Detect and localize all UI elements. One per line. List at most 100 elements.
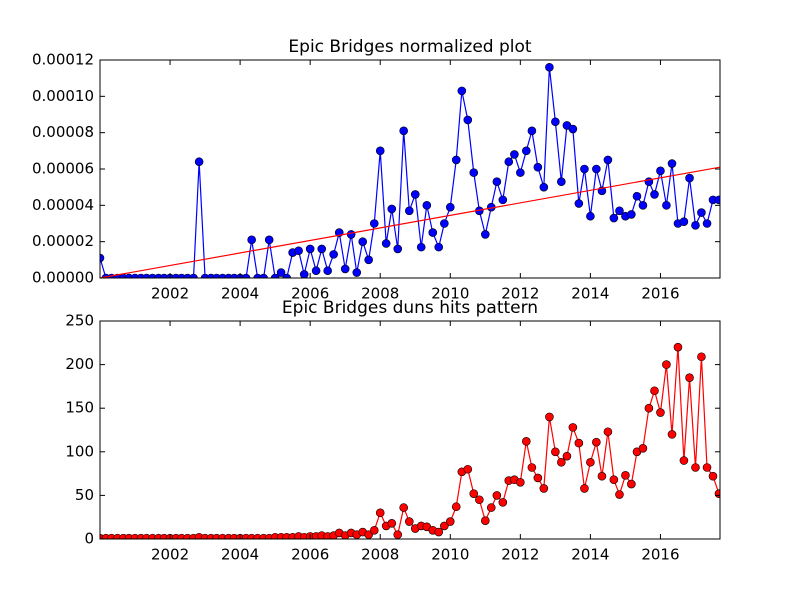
data-point [592, 164, 601, 174]
data-point [294, 246, 303, 256]
data-point [557, 177, 566, 187]
data-point [603, 155, 613, 165]
data-point [533, 473, 543, 483]
data-point [475, 495, 484, 505]
data-point [557, 457, 566, 467]
data-point [545, 412, 554, 422]
data-point [679, 217, 689, 226]
data-point [486, 503, 496, 512]
data-point [615, 490, 624, 499]
x-tick-label: 2006 [291, 546, 329, 564]
y-tick-label: 0.00010 [32, 87, 94, 105]
data-point [369, 525, 379, 535]
data-point [375, 146, 385, 156]
y-tick-label: 100 [65, 442, 94, 460]
data-point [510, 150, 519, 159]
data-point [492, 177, 502, 187]
data-point [545, 62, 554, 72]
data-point [580, 164, 589, 174]
data-point [469, 489, 479, 498]
data-point [346, 230, 356, 239]
data-point [662, 360, 671, 369]
data-point [194, 157, 204, 167]
data-point [516, 478, 525, 487]
data-point [656, 166, 665, 176]
y-tick-label: 0.00004 [32, 196, 94, 214]
axes-frame [99, 320, 721, 540]
data-point [434, 242, 444, 252]
data-point [574, 199, 584, 208]
data-point [568, 124, 578, 134]
data-point [691, 463, 700, 472]
data-point [323, 266, 332, 276]
data-point [551, 447, 560, 457]
y-tick-label: 0.00008 [32, 123, 94, 141]
x-tick-label: 2008 [361, 285, 399, 303]
y-tick-label: 0.00012 [32, 51, 94, 69]
data-point [364, 255, 373, 265]
data-point [650, 386, 659, 396]
trend-line [100, 166, 720, 278]
data-point [697, 208, 706, 217]
data-point [702, 219, 712, 228]
x-tick-label: 2016 [641, 285, 679, 303]
data-point [404, 517, 414, 526]
y-tick-label: 250 [65, 312, 94, 330]
data-point [533, 162, 543, 172]
data-point [498, 498, 508, 507]
data-point [638, 444, 648, 453]
data-point [457, 86, 467, 96]
x-tick-label: 2014 [571, 285, 609, 303]
data-point [492, 491, 502, 500]
x-tick-label: 2010 [431, 546, 469, 564]
data-point [586, 457, 595, 467]
plot-area [100, 342, 720, 539]
chart-title: Epic Bridges duns hits pattern [282, 298, 538, 318]
data-point [428, 228, 438, 237]
data-point [381, 239, 391, 248]
data-point [539, 182, 549, 192]
data-point [521, 437, 531, 446]
data-point [387, 519, 397, 528]
data-point [521, 146, 531, 156]
data-point [311, 266, 321, 276]
data-point [422, 201, 432, 210]
data-point [375, 508, 385, 518]
x-tick-label: 2004 [221, 546, 259, 564]
data-point [498, 195, 508, 205]
data-point [264, 235, 274, 245]
data-point [451, 155, 461, 165]
data-point [481, 516, 490, 525]
data-point [463, 115, 473, 125]
data-point [673, 342, 683, 352]
data-point [393, 244, 403, 254]
y-tick-label: 50 [75, 486, 94, 504]
data-point [445, 517, 455, 526]
data-point [270, 273, 280, 278]
data-point [189, 273, 198, 278]
data-point [667, 159, 677, 168]
x-tick-label: 2002 [151, 546, 189, 564]
x-tick-label: 2010 [431, 285, 469, 303]
data-point [644, 403, 654, 413]
data-point [609, 213, 619, 223]
data-point [527, 463, 537, 472]
data-point [352, 268, 362, 277]
data-point [299, 270, 309, 278]
data-point [416, 242, 426, 252]
data-point [586, 211, 595, 221]
data-point [632, 191, 642, 201]
data-point [656, 408, 665, 417]
data-point [667, 430, 677, 439]
data-point [621, 471, 630, 480]
data-point [615, 206, 624, 216]
y-tick-label: 200 [65, 355, 94, 373]
data-point [627, 479, 636, 489]
data-point [399, 503, 408, 512]
data-point [369, 219, 379, 228]
data-point [404, 206, 414, 216]
data-point [393, 530, 403, 539]
x-tick-label: 2012 [501, 546, 539, 564]
